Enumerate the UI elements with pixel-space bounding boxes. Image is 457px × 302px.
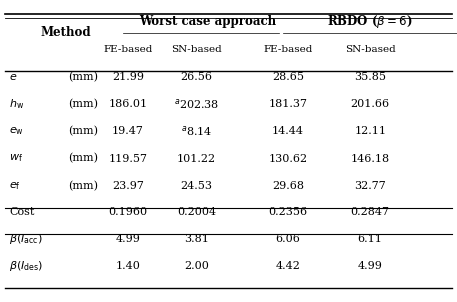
Text: 12.11: 12.11 bbox=[354, 126, 386, 137]
Text: 4.99: 4.99 bbox=[358, 261, 383, 271]
Text: $\beta(I_{\mathrm{acc}})$: $\beta(I_{\mathrm{acc}})$ bbox=[9, 232, 43, 246]
Text: $e_{\mathrm{f}}$: $e_{\mathrm{f}}$ bbox=[9, 180, 21, 192]
Text: (mm): (mm) bbox=[69, 153, 99, 164]
Text: 24.53: 24.53 bbox=[181, 181, 213, 191]
Text: $^a$8.14: $^a$8.14 bbox=[181, 124, 212, 138]
Text: Method: Method bbox=[41, 26, 91, 39]
Text: $e$: $e$ bbox=[9, 72, 17, 82]
Text: 26.56: 26.56 bbox=[181, 72, 213, 82]
Text: RBDO ($\beta = 6$): RBDO ($\beta = 6$) bbox=[327, 13, 413, 30]
Text: 201.66: 201.66 bbox=[351, 99, 390, 109]
Text: $^a$202.38: $^a$202.38 bbox=[174, 97, 219, 111]
Text: 0.2356: 0.2356 bbox=[268, 207, 308, 217]
Text: 35.85: 35.85 bbox=[354, 72, 386, 82]
Text: 23.97: 23.97 bbox=[112, 181, 144, 191]
Text: 19.47: 19.47 bbox=[112, 126, 144, 137]
Text: 21.99: 21.99 bbox=[112, 72, 144, 82]
Text: 3.81: 3.81 bbox=[184, 233, 209, 244]
Text: 0.2004: 0.2004 bbox=[177, 207, 216, 217]
Text: FE-based: FE-based bbox=[263, 45, 313, 54]
Text: 6.06: 6.06 bbox=[276, 233, 300, 244]
Text: Cost: Cost bbox=[9, 207, 35, 217]
Text: (mm): (mm) bbox=[69, 99, 99, 109]
Text: 2.00: 2.00 bbox=[184, 261, 209, 271]
Text: $\beta(I_{\mathrm{des}})$: $\beta(I_{\mathrm{des}})$ bbox=[9, 259, 43, 273]
Text: 186.01: 186.01 bbox=[108, 99, 148, 109]
Text: 32.77: 32.77 bbox=[354, 181, 386, 191]
Text: 101.22: 101.22 bbox=[177, 153, 216, 164]
Text: 28.65: 28.65 bbox=[272, 72, 304, 82]
Text: $e_{\mathrm{w}}$: $e_{\mathrm{w}}$ bbox=[9, 125, 24, 137]
Text: SN-based: SN-based bbox=[171, 45, 222, 54]
Text: (mm): (mm) bbox=[69, 72, 99, 82]
Text: 4.99: 4.99 bbox=[116, 233, 140, 244]
Text: 130.62: 130.62 bbox=[268, 153, 308, 164]
Text: 6.11: 6.11 bbox=[358, 233, 383, 244]
Text: 29.68: 29.68 bbox=[272, 181, 304, 191]
Text: Worst case approach: Worst case approach bbox=[139, 14, 276, 28]
Text: (mm): (mm) bbox=[69, 181, 99, 191]
Text: SN-based: SN-based bbox=[345, 45, 396, 54]
Text: 1.40: 1.40 bbox=[116, 261, 140, 271]
Text: FE-based: FE-based bbox=[103, 45, 153, 54]
Text: 0.1960: 0.1960 bbox=[108, 207, 148, 217]
Text: 14.44: 14.44 bbox=[272, 126, 304, 137]
Text: 181.37: 181.37 bbox=[268, 99, 308, 109]
Text: 119.57: 119.57 bbox=[108, 153, 148, 164]
Text: 0.2847: 0.2847 bbox=[351, 207, 390, 217]
Text: 4.42: 4.42 bbox=[276, 261, 300, 271]
Text: 146.18: 146.18 bbox=[351, 153, 390, 164]
Text: (mm): (mm) bbox=[69, 126, 99, 137]
Text: $w_{\mathrm{f}}$: $w_{\mathrm{f}}$ bbox=[9, 153, 23, 165]
Text: $h_{\mathrm{w}}$: $h_{\mathrm{w}}$ bbox=[9, 97, 24, 111]
